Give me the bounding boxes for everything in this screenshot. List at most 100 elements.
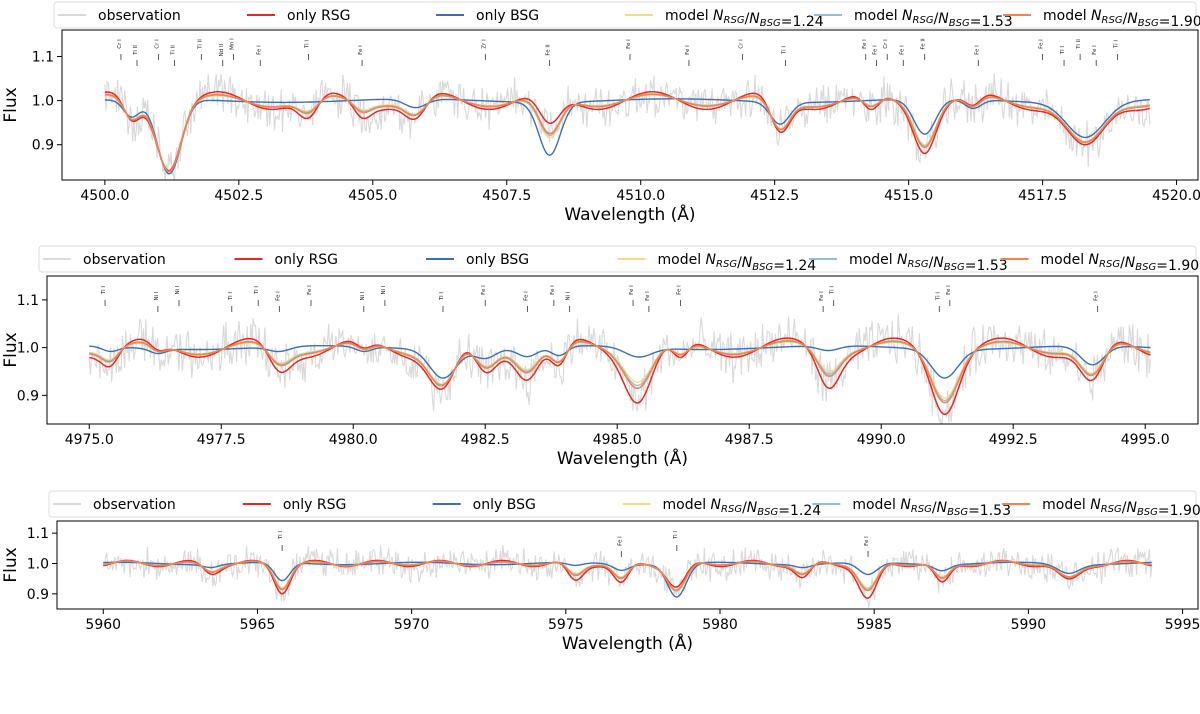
- legend-text-part: N: [1090, 497, 1101, 513]
- x-axis-label: Wavelength (Å): [557, 447, 688, 469]
- legend-text-part: BSG: [1135, 262, 1156, 273]
- legend-text-part: /: [745, 11, 750, 27]
- legend-text-part: N: [713, 8, 724, 24]
- legend-text-part: N: [900, 497, 911, 513]
- line-id-label: Ni I: [566, 291, 572, 300]
- x-tick-label: 4975.0: [65, 432, 114, 448]
- observation-series: [88, 314, 1152, 424]
- legend-label-m190: model NRSG/NBSG=1.90: [1042, 497, 1200, 519]
- legend-text-part: RSG: [913, 15, 934, 26]
- y-axis-label: Flux: [1, 332, 21, 367]
- x-tick-label: 4500.0: [80, 188, 129, 204]
- line-id-label: Ni I: [154, 291, 160, 300]
- legend-text-part: =1.53: [965, 258, 1008, 274]
- legend-text-part: RSG: [1101, 504, 1122, 515]
- axes-frame: [46, 275, 1199, 425]
- line-id-label: Ti II: [133, 45, 139, 56]
- legend-text-part: /: [1122, 500, 1127, 516]
- legend-text-part: RSG: [911, 504, 932, 515]
- legend-text-part: /: [1123, 11, 1128, 27]
- y-axis-label: Flux: [1, 87, 21, 122]
- legend-label-observation: observation: [98, 8, 181, 24]
- axes-frame: [56, 520, 1199, 610]
- observation-series: [102, 545, 1153, 608]
- chart-panel-1: Cr I Ti II Cr I Ti II Ti II Nd II Mn I Fe I Ti I…: [1, 1, 1200, 225]
- line-id-label: Fe II: [546, 44, 552, 56]
- line-id-label: Ti I: [228, 292, 234, 301]
- legend-label-only_rsg: only RSG: [275, 252, 339, 268]
- y-tick-label: 1.1: [17, 293, 39, 309]
- line-id-label: Zr I: [481, 39, 487, 49]
- legend-text-part: N: [937, 500, 948, 516]
- legend-label-m153: model NRSG/NBSG=1.53: [852, 497, 1011, 519]
- legend-text-part: model: [658, 252, 706, 268]
- legend-label-only_bsg: only BSG: [466, 252, 529, 268]
- legend-text-part: N: [706, 252, 717, 268]
- y-tick-label: 1.0: [32, 94, 54, 110]
- line-id-label: Ti I: [439, 292, 445, 301]
- legend-text-part: N: [938, 11, 949, 27]
- legend-label-observation: observation: [93, 497, 176, 513]
- legend-text-part: BSG: [1137, 507, 1158, 518]
- line-id-label: Ni I: [175, 285, 181, 294]
- x-tick-label: 5970: [394, 617, 430, 633]
- legend-text-part: model: [663, 497, 711, 513]
- legend-text-part: BSG: [944, 262, 965, 273]
- legend-text-part: BSG: [757, 507, 778, 518]
- legend-text-part: N: [1091, 8, 1102, 24]
- line-id-label: Fe I: [275, 291, 281, 301]
- line-id-label: Fe I: [862, 39, 868, 49]
- line-id-label: Fe I: [626, 39, 632, 49]
- line-id-label: Fe I: [1092, 45, 1098, 55]
- line-id-label: Ti II: [171, 45, 177, 56]
- line-id-label: Fe I: [256, 45, 262, 55]
- legend-label-only_rsg: only RSG: [283, 497, 347, 513]
- legend-text-part: BSG: [752, 262, 773, 273]
- line-id-label: Ti I: [278, 531, 284, 540]
- x-tick-label: 4982.5: [461, 432, 510, 448]
- x-tick-label: 5960: [85, 617, 121, 633]
- line-id-label: Ni I: [360, 291, 366, 300]
- legend-label-m124: model NRSG/NBSG=1.24: [665, 8, 824, 30]
- model-1.90-series: [104, 93, 1150, 173]
- legend-label-m124: model NRSG/NBSG=1.24: [658, 252, 817, 274]
- line-id-label: Fe I: [685, 45, 691, 55]
- legend-text-part: RSG: [721, 504, 742, 515]
- line-id-label: Fe I: [677, 285, 683, 295]
- model-1.90-series: [103, 560, 1152, 592]
- legend-text-part: RSG: [724, 15, 745, 26]
- legend-text-part: /: [934, 11, 939, 27]
- legend-label-observation: observation: [83, 252, 166, 268]
- only-bsg-series: [103, 561, 1152, 598]
- line-id-label: Fe I: [1039, 39, 1045, 49]
- line-id-label: Cr I: [117, 39, 123, 49]
- y-tick-label: 0.9: [27, 587, 49, 603]
- legend-text-part: model: [854, 8, 902, 24]
- legend-text-part: =1.90: [1158, 503, 1200, 519]
- x-tick-label: 4505.0: [348, 188, 397, 204]
- observation-series: [104, 73, 1151, 180]
- line-id-label: Fe I: [899, 45, 905, 55]
- legend-text-part: N: [933, 255, 944, 271]
- line-id-label: Fe I: [307, 285, 313, 295]
- y-axis-label: Flux: [1, 547, 21, 582]
- line-id-label: Fe I: [946, 285, 952, 295]
- x-tick-label: 4512.5: [750, 188, 799, 204]
- line-id-label: Ni I: [381, 285, 387, 294]
- legend-text-part: =1.53: [968, 503, 1011, 519]
- legend-text-part: N: [711, 497, 722, 513]
- x-tick-label: 4520.0: [1152, 188, 1200, 204]
- legend-label-only_bsg: only BSG: [473, 497, 536, 513]
- y-tick-label: 1.0: [27, 556, 49, 572]
- legend-text-part: N: [1089, 252, 1100, 268]
- line-id-label: Fe I: [645, 291, 651, 301]
- line-id-label: Fe I: [629, 285, 635, 295]
- x-tick-label: 5965: [240, 617, 276, 633]
- y-tick-label: 0.9: [17, 388, 39, 404]
- legend-label-m124: model NRSG/NBSG=1.24: [663, 497, 822, 519]
- legend: observation only RSG only BSG model NRSG/NB…: [53, 1, 1200, 30]
- line-id-label: Fe I: [481, 285, 487, 295]
- line-id-label: Cr I: [154, 39, 160, 49]
- legend: observation only RSG only BSG model NRSG/NB…: [48, 490, 1200, 519]
- legend-text-part: =1.90: [1159, 14, 1200, 30]
